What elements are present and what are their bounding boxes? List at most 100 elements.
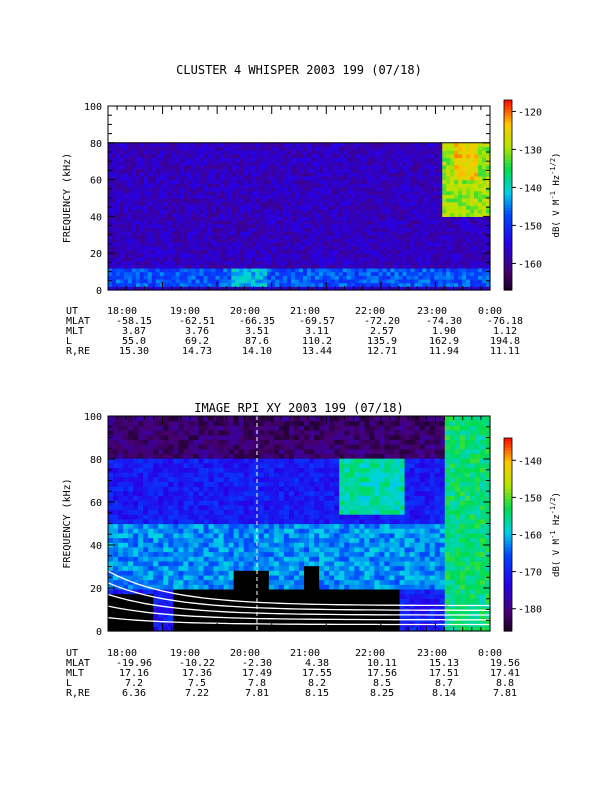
spectrogram-cell	[390, 267, 396, 273]
spectrogram-cell	[306, 212, 312, 217]
spectrogram-cell	[302, 286, 308, 291]
spectrogram-cell	[478, 142, 483, 148]
spectrogram-cell	[302, 153, 308, 159]
spectrogram-cell	[175, 242, 181, 247]
spectrogram-cell	[188, 500, 195, 506]
spectrogram-cell	[279, 260, 284, 265]
spectrogram-cell	[187, 183, 193, 188]
spectrogram-cell	[231, 190, 236, 195]
spectrogram-cell	[183, 448, 190, 454]
spectrogram-cell	[123, 467, 129, 473]
spectrogram-cell	[422, 168, 427, 173]
spectrogram-cell	[406, 275, 412, 280]
spectrogram-cell	[291, 205, 296, 210]
spectrogram-cell	[358, 260, 364, 265]
spectrogram-cell	[374, 256, 380, 262]
spectrogram-cell	[113, 495, 119, 501]
spectrogram-cell	[255, 267, 260, 273]
spectrogram-cell	[458, 186, 463, 192]
spectrogram-cell	[207, 286, 213, 291]
spectrogram-cell	[358, 175, 364, 181]
spectrogram-cell	[175, 278, 181, 284]
spectrogram-cell	[287, 264, 292, 269]
spectrogram-cell	[203, 172, 209, 177]
spectrogram-cell	[219, 175, 224, 181]
spectrogram-cell	[111, 271, 117, 276]
spectrogram-cell	[183, 537, 190, 543]
spectrogram-cell	[390, 205, 396, 210]
spectrogram-cell	[386, 164, 392, 170]
spectrogram-cell	[251, 194, 256, 199]
spectrogram-cell	[358, 212, 364, 217]
spectrogram-cell	[223, 179, 228, 184]
spectrogram-cell	[171, 245, 177, 251]
spectrogram-cell	[108, 209, 113, 214]
spectrogram-cell	[318, 275, 324, 280]
spectrogram-cell	[394, 157, 400, 162]
spectrogram-cell	[143, 444, 149, 450]
spectrogram-cell	[386, 172, 392, 177]
spectrogram-cell	[314, 209, 320, 214]
spectrogram-cell	[148, 560, 154, 567]
colorbar-segment	[504, 233, 512, 237]
spectrogram-cell	[255, 150, 260, 155]
spectrogram-cell	[458, 209, 463, 214]
spectrogram-cell	[123, 551, 129, 557]
spectrogram-cell	[139, 164, 145, 170]
spectrogram-cell	[115, 275, 121, 280]
spectrogram-cell	[366, 227, 372, 232]
spectrogram-cell	[219, 146, 224, 151]
spectrogram-cell	[153, 495, 159, 501]
spectrogram-cell	[454, 198, 459, 203]
spectrogram-cell	[187, 216, 193, 221]
spectrogram-cell	[418, 198, 423, 203]
spectrogram-cell	[127, 183, 133, 188]
spectrogram-cell	[239, 249, 244, 254]
spectrogram-cell	[178, 593, 184, 599]
spectrogram-cell	[198, 626, 205, 632]
spectrogram-cell	[111, 220, 117, 225]
spectrogram-cell	[406, 164, 412, 170]
spectrogram-cell	[414, 278, 419, 284]
spectrogram-cell	[138, 621, 144, 627]
spectrogram-cell	[183, 476, 190, 483]
spectrogram-cell	[338, 245, 344, 251]
spectrogram-cell	[267, 238, 272, 243]
spectrogram-cell	[350, 209, 356, 214]
spectrogram-cell	[302, 242, 308, 247]
spectrogram-cell	[322, 146, 328, 151]
spectrogram-cell	[108, 462, 114, 469]
spectrogram-cell	[350, 220, 356, 225]
spectrogram-cell	[414, 161, 419, 166]
spectrogram-cell	[183, 532, 190, 539]
spectrogram-cell	[386, 220, 392, 225]
spectrogram-cell	[139, 212, 145, 217]
spectrogram-cell	[147, 264, 153, 269]
spectrogram-cell	[203, 528, 210, 534]
spectrogram-cell	[158, 542, 164, 548]
spectrogram-cell	[119, 172, 125, 177]
spectrogram-cell	[330, 209, 336, 214]
spectrogram-cell	[113, 486, 119, 492]
spectrogram-cell	[446, 194, 451, 199]
spectrogram-cell	[406, 186, 412, 192]
spectrogram-cell	[318, 183, 324, 188]
spectrogram-cell	[386, 282, 392, 287]
spectrogram-cell	[338, 205, 344, 210]
spectrogram-cell	[108, 172, 113, 177]
spectrogram-cell	[458, 238, 463, 243]
spectrogram-cell	[133, 565, 139, 571]
spectrogram-cell	[310, 256, 316, 262]
spectrogram-cell	[295, 179, 300, 184]
spectrogram-cell	[442, 183, 447, 188]
spectrogram-cell	[482, 183, 487, 188]
spectrogram-cell	[188, 439, 195, 445]
spectrogram-cell	[334, 227, 340, 232]
spectrogram-cell	[139, 256, 145, 262]
spectrogram-cell	[350, 205, 356, 210]
spectrogram-cell	[438, 260, 443, 265]
spectrogram-cell	[203, 598, 210, 604]
spectrogram-cell	[442, 150, 447, 155]
spectrogram-cell	[450, 212, 455, 217]
spectrogram-cell	[198, 616, 205, 623]
